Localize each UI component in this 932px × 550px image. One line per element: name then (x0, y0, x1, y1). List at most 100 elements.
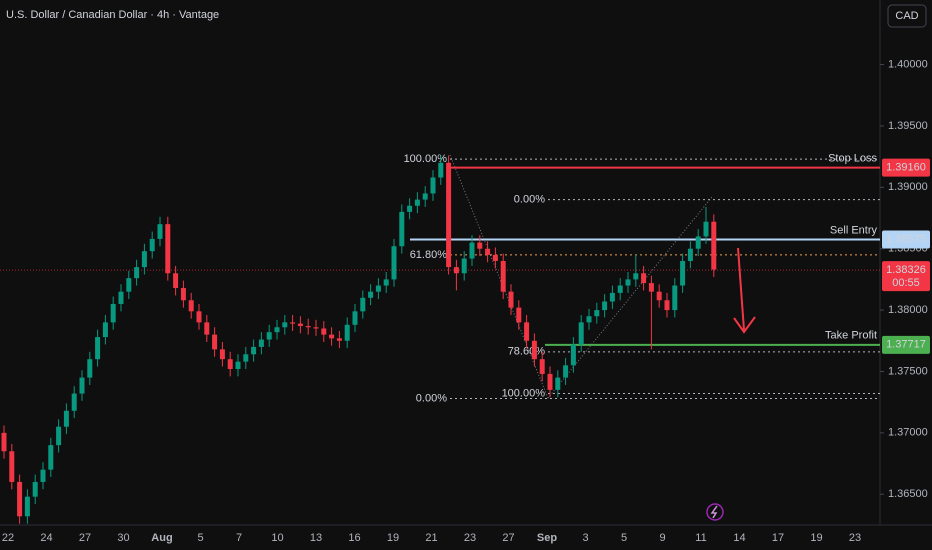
candle-body (134, 267, 140, 279)
candle-body (243, 354, 249, 362)
candle-body (508, 291, 514, 308)
candle-body (329, 334, 335, 339)
candle-body (313, 327, 319, 329)
candle-body (422, 193, 428, 200)
y-tick-label: 1.39000 (888, 181, 928, 193)
candle-body (453, 267, 459, 274)
candle-body (625, 279, 631, 286)
y-tick-label: 1.37500 (888, 365, 928, 377)
x-tick-label: Sep (537, 532, 557, 544)
x-tick-label: 17 (772, 532, 784, 544)
candle-body (407, 205, 413, 212)
candle-body (305, 326, 311, 328)
x-tick-label: 27 (502, 532, 514, 544)
current-price-label: 1.38326 (886, 264, 926, 276)
candle-body (617, 285, 623, 293)
candle-body (383, 279, 389, 286)
candle-body (461, 258, 467, 274)
candle-body (594, 310, 600, 317)
currency-button-label[interactable]: CAD (895, 10, 918, 22)
chart-title: U.S. Dollar / Canadian Dollar · 4h · Van… (6, 9, 219, 21)
x-tick-label: 9 (659, 532, 665, 544)
candle-body (578, 322, 584, 345)
candle-body (63, 410, 69, 427)
candle-body (9, 451, 15, 482)
fib-label: 0.00% (416, 392, 447, 404)
y-tick-label: 1.38000 (888, 304, 928, 316)
candle-body (188, 300, 194, 312)
y-tick-label: 1.36500 (888, 488, 928, 500)
x-tick-label: 19 (810, 532, 822, 544)
x-tick-label: 7 (236, 532, 242, 544)
fib-label: 100.00% (502, 387, 546, 399)
candle-body (680, 260, 686, 286)
candle-body (438, 162, 444, 178)
candle-body (360, 297, 366, 312)
candle-body (531, 340, 537, 360)
candle-body (149, 238, 155, 252)
candle-body (102, 322, 108, 338)
x-tick-label: 23 (464, 532, 476, 544)
candle-body (40, 469, 46, 482)
fib-label: 100.00% (404, 153, 448, 165)
candle-body (492, 254, 498, 261)
candle-body (500, 260, 506, 292)
x-tick-label: 10 (271, 532, 283, 544)
candle-body (87, 359, 93, 378)
x-tick-label: 13 (310, 532, 322, 544)
candle-body (274, 327, 280, 333)
candle-body (56, 426, 62, 446)
candle-body (157, 224, 163, 239)
candle-body (547, 373, 553, 390)
price-badge (882, 158, 930, 177)
candle-body (641, 273, 647, 284)
price-badge (882, 335, 930, 354)
candle-body (118, 291, 124, 304)
x-tick-label: 11 (695, 532, 706, 544)
current-price-badge (882, 261, 930, 292)
level-name: Take Profit (825, 330, 877, 342)
forecast-arrow (733, 247, 756, 334)
x-tick-label: 14 (733, 532, 745, 544)
candle-body (336, 338, 342, 341)
candle-body (586, 316, 592, 323)
x-tick-label: 22 (2, 532, 14, 544)
candle-body (266, 332, 272, 340)
candle-body (32, 481, 38, 497)
price-badge-label: 1.38575 (886, 233, 926, 245)
y-tick-label: 1.37000 (888, 427, 928, 439)
candle-body (414, 199, 420, 206)
candle-body (290, 322, 296, 324)
x-tick-label: 5 (621, 532, 627, 544)
candle-body (227, 359, 233, 370)
price-badge-label: 1.37717 (886, 339, 926, 351)
x-tick-label: 27 (79, 532, 91, 544)
candle-body (656, 291, 662, 301)
candle-body (17, 481, 23, 517)
candle-body (602, 301, 608, 311)
candle-body (219, 349, 225, 360)
candle-body (555, 377, 561, 390)
candle-body (446, 162, 452, 268)
candle-body (695, 236, 701, 249)
candle-body (687, 248, 693, 261)
candle-body (321, 328, 327, 335)
candle-body (79, 377, 85, 394)
candle-body (110, 303, 116, 323)
x-tick-label: 19 (387, 532, 399, 544)
candle-body (251, 346, 257, 355)
candle-body (633, 273, 639, 280)
candle-body (344, 324, 350, 341)
candle-body (477, 242, 483, 249)
candle-body (672, 285, 678, 311)
currency-button[interactable] (887, 4, 927, 28)
candle-body (173, 273, 179, 288)
candle-body (352, 311, 358, 325)
x-tick-label: 21 (425, 532, 437, 544)
candle-body (703, 221, 709, 237)
fib-label: 0.00% (514, 194, 545, 206)
candle-body (539, 359, 545, 374)
